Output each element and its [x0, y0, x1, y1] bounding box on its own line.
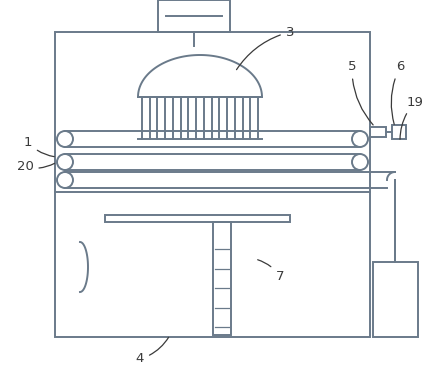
Text: 1: 1: [24, 135, 54, 157]
Text: 5: 5: [348, 60, 373, 125]
Text: 3: 3: [237, 26, 294, 70]
Bar: [55, 32, 370, 337]
Bar: [392, 125, 406, 139]
Text: 7: 7: [258, 260, 284, 284]
Text: 20: 20: [17, 161, 55, 173]
Text: 2: 2: [0, 386, 1, 387]
Bar: [105, 215, 290, 222]
Text: 4: 4: [136, 337, 169, 365]
Text: 19: 19: [400, 96, 424, 139]
Bar: [370, 127, 386, 137]
Text: 6: 6: [391, 60, 404, 124]
Bar: [158, 0, 230, 32]
Bar: [373, 262, 418, 337]
Bar: [213, 222, 231, 335]
